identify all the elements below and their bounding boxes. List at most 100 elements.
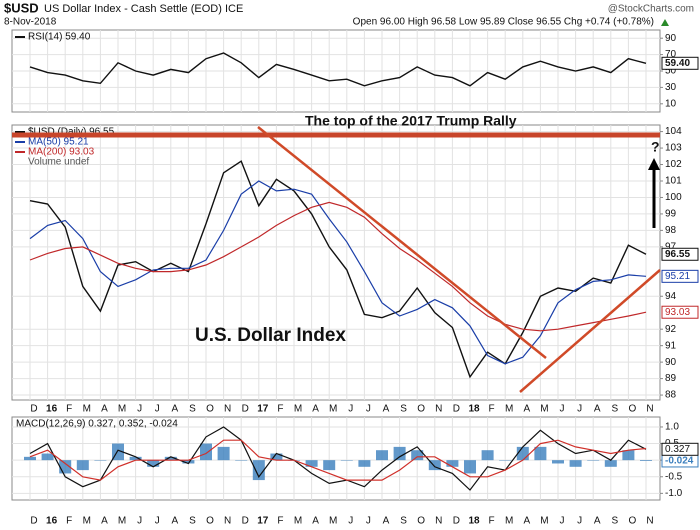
- arrow-head: [648, 158, 660, 170]
- x-tick-label: M: [505, 404, 513, 415]
- value-tag-label: 95.21: [665, 271, 690, 282]
- histogram-bar: [358, 460, 371, 467]
- y-tick-label: 1.0: [665, 422, 679, 433]
- series-line: [29, 439, 647, 481]
- histogram-bar: [59, 460, 72, 474]
- x-tick-label: J: [577, 404, 582, 415]
- x-tick-label: A: [312, 516, 319, 527]
- x-tick-label: 16: [46, 516, 58, 527]
- annotation: The top of the 2017 Trump Rally: [305, 113, 517, 129]
- legend-label: MA(200) 93.03: [28, 147, 95, 158]
- x-tick-label: M: [118, 516, 126, 527]
- histogram-bar: [622, 450, 635, 461]
- legend-note: Volume undef: [28, 157, 89, 168]
- x-tick-label: M: [83, 516, 91, 527]
- y-tick-label: 89: [665, 373, 677, 384]
- x-tick-label: A: [312, 404, 319, 415]
- x-tick-label: S: [400, 404, 407, 415]
- value-tag: [661, 269, 699, 283]
- x-tick-label: M: [329, 516, 337, 527]
- x-tick-label: J: [137, 404, 142, 415]
- x-tick-label: N: [646, 516, 653, 527]
- histogram-bar: [164, 456, 177, 461]
- annotation: ?: [651, 139, 660, 155]
- x-tick-label: M: [329, 404, 337, 415]
- x-tick-label: A: [594, 516, 601, 527]
- x-tick-label: O: [629, 516, 637, 527]
- histogram-bar: [552, 460, 564, 464]
- value-tag-label: 96.55: [665, 249, 690, 260]
- x-tick-label: F: [277, 404, 283, 415]
- up-arrow: [661, 19, 669, 26]
- histogram-bar: [481, 450, 494, 461]
- x-tick-label: M: [294, 516, 302, 527]
- x-tick-label: J: [577, 516, 582, 527]
- histogram-bar: [446, 460, 459, 467]
- histogram-bar: [640, 460, 652, 461]
- x-tick-label: J: [137, 516, 142, 527]
- legend-label: RSI(14) 59.40: [28, 32, 91, 43]
- y-tick-label: 88: [665, 390, 677, 401]
- y-tick-label: 98: [665, 225, 677, 236]
- x-tick-label: M: [505, 516, 513, 527]
- x-tick-label: 18: [468, 404, 480, 415]
- y-tick-label: 90: [665, 33, 677, 44]
- x-tick-label: D: [30, 404, 37, 415]
- x-tick-label: F: [66, 404, 72, 415]
- down-trendline: [257, 126, 547, 359]
- value-tag-label: 0.327: [665, 444, 690, 455]
- y-tick-label: 102: [665, 159, 682, 170]
- y-tick-label: 100: [665, 192, 682, 203]
- value-tag-label: 93.03: [665, 307, 690, 318]
- x-tick-label: O: [417, 516, 425, 527]
- histogram-bar: [411, 450, 424, 461]
- x-tick-label: A: [101, 516, 108, 527]
- x-tick-label: J: [560, 516, 565, 527]
- x-tick-label: J: [366, 516, 371, 527]
- x-tick-label: O: [206, 516, 214, 527]
- x-tick-label: S: [400, 516, 407, 527]
- x-tick-label: N: [224, 516, 231, 527]
- histogram-bar: [24, 456, 36, 461]
- x-tick-label: O: [417, 404, 425, 415]
- histogram-bar: [499, 460, 512, 461]
- annotation: U.S. Dollar Index: [195, 325, 346, 346]
- x-tick-label: 17: [257, 404, 269, 415]
- x-tick-label: D: [242, 404, 249, 415]
- x-tick-label: J: [560, 404, 565, 415]
- panel-legend: MACD(12,26,9) 0.327, 0.352, -0.024: [16, 419, 178, 430]
- date: 8-Nov-2018: [4, 17, 57, 28]
- histogram-bar: [129, 456, 142, 461]
- annotation-layer: [12, 126, 661, 393]
- x-tick-label: N: [435, 516, 442, 527]
- y-tick-label: 10: [665, 98, 677, 109]
- series-line: [29, 426, 647, 491]
- value-tag: [661, 442, 699, 456]
- x-tick-label: D: [453, 516, 460, 527]
- series-line: [29, 160, 647, 379]
- x-tick-label: J: [155, 516, 160, 527]
- x-tick-label: F: [277, 516, 283, 527]
- y-tick-label: 91: [665, 340, 677, 351]
- histogram-bar: [235, 460, 248, 461]
- value-tag: [661, 305, 699, 319]
- price-panel: [11, 124, 661, 401]
- x-tick-label: D: [242, 516, 249, 527]
- y-tick-label: 104: [665, 126, 682, 137]
- histogram-bar: [76, 460, 89, 471]
- y-tick-label: -1.0: [665, 488, 683, 499]
- value-tag: [661, 56, 699, 70]
- x-tick-label: N: [224, 404, 231, 415]
- histogram-bar: [252, 460, 265, 481]
- x-tick-label: M: [540, 516, 548, 527]
- legend-label: $USD (Daily) 96.55: [28, 127, 115, 138]
- x-tick-label: A: [383, 516, 390, 527]
- x-tick-label: J: [348, 404, 353, 415]
- x-tick-label: S: [189, 516, 196, 527]
- histogram-bar: [94, 460, 107, 461]
- y-tick-label: 50: [665, 66, 677, 77]
- histogram-bar: [182, 460, 195, 464]
- x-tick-label: J: [155, 404, 160, 415]
- x-tick-label: F: [489, 516, 495, 527]
- y-tick-label: 92: [665, 324, 677, 335]
